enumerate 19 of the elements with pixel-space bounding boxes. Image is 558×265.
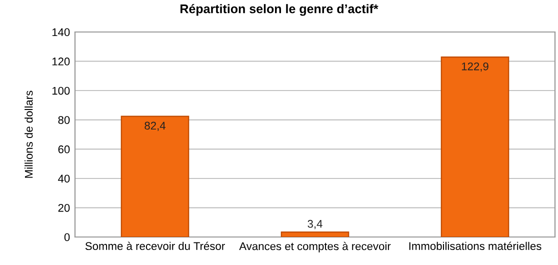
- x-tick-label: Immobilisations matérielles: [409, 242, 542, 250]
- chart-title: Répartition selon le genre d’actif*: [180, 4, 378, 16]
- x-tick-label: Avances et comptes à recevoir: [239, 242, 391, 252]
- data-label: 122,9: [462, 62, 488, 72]
- y-tick-label: 20: [58, 204, 70, 212]
- bar: [440, 56, 510, 237]
- data-label: 3,4: [308, 220, 322, 230]
- y-tick-label: 0: [64, 233, 70, 242]
- data-label: 82,4: [144, 122, 166, 131]
- x-tick-label: Somme à recevoir du Trésor: [85, 242, 225, 250]
- y-tick-label: 100: [52, 86, 70, 95]
- y-tick-label: 140: [52, 28, 70, 36]
- y-tick-label: 60: [58, 145, 70, 154]
- bar: [120, 116, 190, 237]
- y-axis-title: Millions de dollars: [24, 90, 33, 178]
- y-tick-label: 40: [58, 174, 70, 183]
- y-tick-label: 120: [52, 58, 70, 66]
- y-tick-label: 80: [58, 116, 70, 124]
- bar: [280, 231, 350, 237]
